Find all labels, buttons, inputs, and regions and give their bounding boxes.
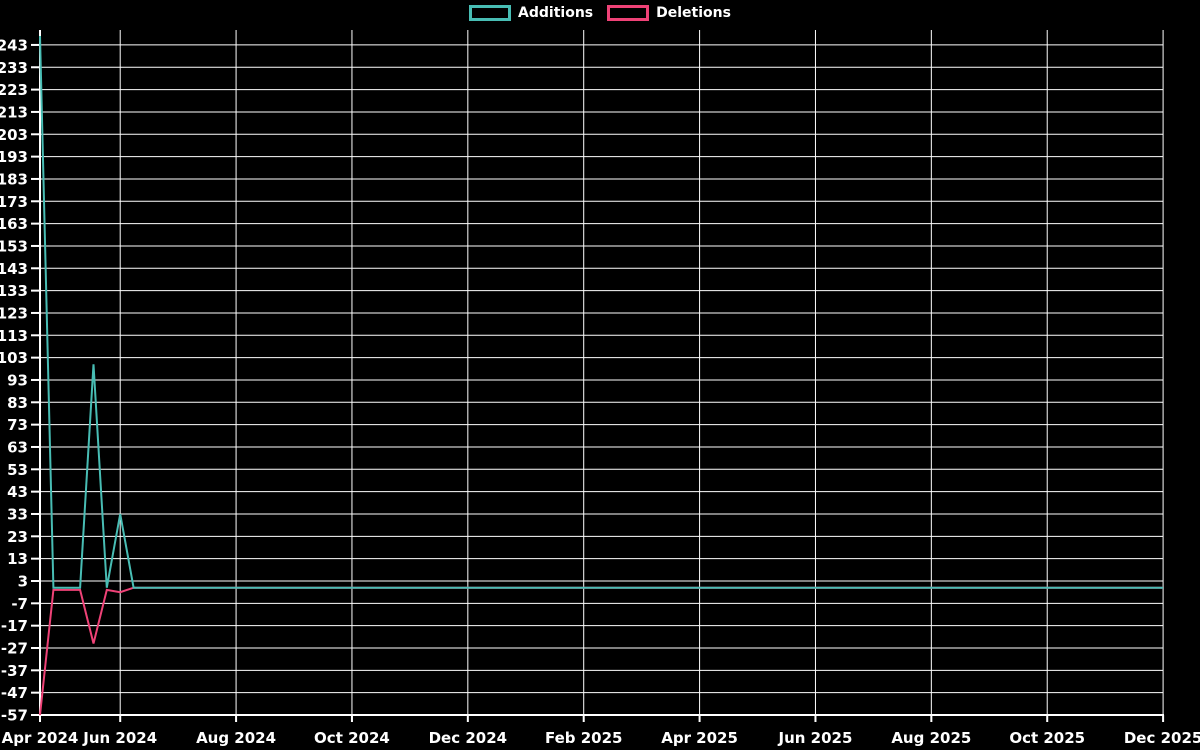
y-tick-label: 33 [7, 505, 28, 523]
x-tick-label: Dec 2024 [429, 729, 508, 747]
y-tick-label: 213 [0, 103, 28, 121]
x-tick-label: Jun 2025 [778, 729, 853, 747]
y-tick-label: -7 [11, 595, 28, 613]
y-tick-label: 23 [7, 528, 28, 546]
y-tick-label: 113 [0, 327, 28, 345]
legend-label-deletions: Deletions [656, 5, 731, 21]
y-tick-label: -47 [1, 684, 28, 702]
x-tick-label: Oct 2025 [1009, 729, 1085, 747]
deletions-swatch-icon [607, 5, 650, 21]
y-tick-label: 223 [0, 81, 28, 99]
y-tick-label: 53 [7, 461, 28, 479]
y-tick-label: 173 [0, 193, 28, 211]
x-tick-label: Apr 2025 [661, 729, 738, 747]
y-tick-label: 43 [7, 483, 28, 501]
y-tick-label: 153 [0, 237, 28, 255]
x-tick-label: Oct 2024 [314, 729, 390, 747]
y-tick-label: 13 [7, 550, 28, 568]
y-tick-label: 203 [0, 126, 28, 144]
y-tick-label: 163 [0, 215, 28, 233]
y-tick-label: -27 [1, 639, 28, 657]
y-tick-label: 93 [7, 371, 28, 389]
x-tick-label: Dec 2025 [1124, 729, 1200, 747]
legend-label-additions: Additions [518, 5, 594, 21]
y-tick-label: 63 [7, 438, 28, 456]
y-tick-label: 143 [0, 260, 28, 278]
y-tick-label: 133 [0, 282, 28, 300]
y-tick-label: 243 [0, 36, 28, 54]
x-tick-label: Feb 2025 [545, 729, 623, 747]
y-tick-label: 193 [0, 148, 28, 166]
y-tick-label: -57 [1, 707, 28, 725]
x-tick-label: Aug 2025 [891, 729, 971, 747]
chart-legend: Additions Deletions [0, 5, 1200, 21]
x-tick-label: Apr 2024 [2, 729, 79, 747]
legend-item-additions[interactable]: Additions [469, 5, 593, 21]
y-tick-label: 83 [7, 394, 28, 412]
y-tick-label: 123 [0, 304, 28, 322]
y-tick-label: 103 [0, 349, 28, 367]
x-tick-label: Jun 2024 [82, 729, 157, 747]
y-tick-label: 233 [0, 59, 28, 77]
y-tick-label: -17 [1, 617, 28, 635]
legend-item-deletions[interactable]: Deletions [607, 5, 731, 21]
y-tick-label: -37 [1, 662, 28, 680]
x-tick-label: Aug 2024 [196, 729, 276, 747]
additions-swatch-icon [469, 5, 512, 21]
y-tick-label: 3 [18, 572, 28, 590]
additions-line [39, 35, 1163, 589]
deletions-line [39, 586, 1163, 716]
y-tick-label: 183 [0, 170, 28, 188]
y-tick-label: 73 [7, 416, 28, 434]
